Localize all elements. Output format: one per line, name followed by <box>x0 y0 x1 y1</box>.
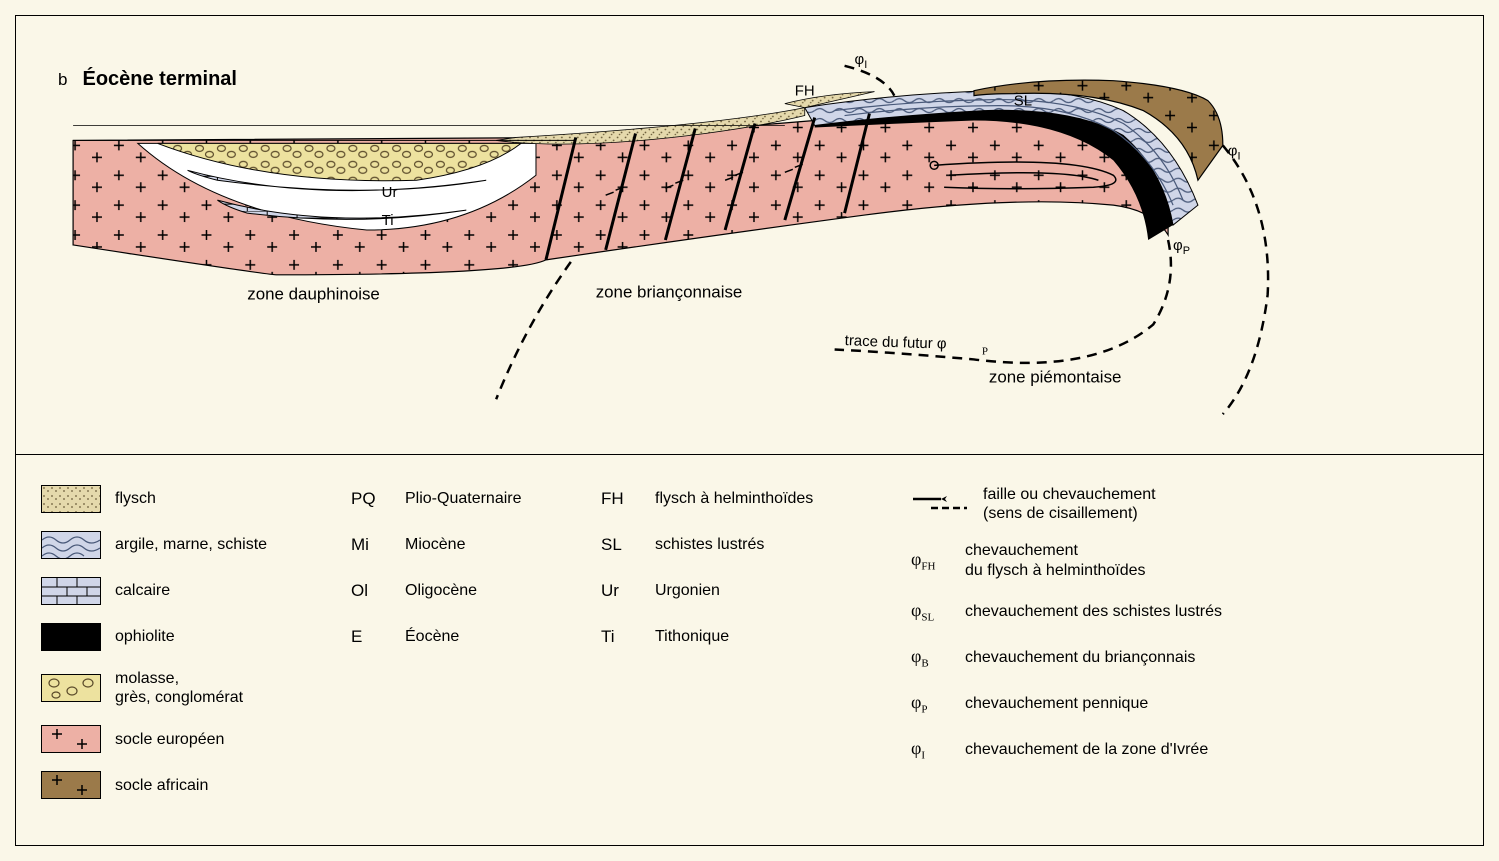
trace-label: trace du futur φ <box>844 332 947 353</box>
legend-fault: faille ou chevauchement (sens de cisaill… <box>911 485 1331 523</box>
phi-b-icon: φB <box>911 646 951 670</box>
legend-phi-sl: φSLchevauchement des schistes lustrés <box>911 598 1331 626</box>
legend-phi-b: φBchevauchement du briançonnais <box>911 644 1331 672</box>
zone-piemontaise: zone piémontaise <box>989 367 1122 386</box>
phi-i-icon: φI <box>911 738 951 762</box>
legend-col-ages: PQPlio-Quaternaire MiMiocène OlOligocène… <box>351 485 561 799</box>
swatch-molasse <box>41 674 101 702</box>
legend-pq: PQPlio-Quaternaire <box>351 485 561 513</box>
legend-ophiolite: ophiolite <box>41 623 311 651</box>
legend-phi-fh: φFHchevauchement du flysch à helminthoïd… <box>911 541 1331 579</box>
zone-brianconnaise: zone briançonnaise <box>596 283 743 302</box>
legend-molasse: molasse, grès, conglomérat <box>41 669 311 707</box>
label-fh: FH <box>795 83 815 100</box>
label-phi-i-top: φI <box>855 51 868 71</box>
label-ti: Ti <box>382 212 394 229</box>
swatch-ophiolite <box>41 623 101 651</box>
label-phi-i-right: φI <box>1228 142 1241 162</box>
legend-ur: UrUrgonien <box>601 577 871 605</box>
legend-mi: MiMiocène <box>351 531 561 559</box>
svg-text:P: P <box>982 345 988 357</box>
phi-p-icon: φP <box>911 692 951 716</box>
swatch-socle-eu <box>41 725 101 753</box>
legend-e: EÉocène <box>351 623 561 651</box>
zone-dauphinoise: zone dauphinoise <box>247 285 380 304</box>
label-sl: SL <box>1014 93 1032 110</box>
label-phi-p: φP <box>1173 237 1190 257</box>
swatch-calcaire <box>41 577 101 605</box>
phi-sl-icon: φSL <box>911 600 951 624</box>
fault-icon <box>911 491 969 517</box>
legend-col-struct: faille ou chevauchement (sens de cisaill… <box>911 485 1331 799</box>
legend-col-units: FHflysch à helminthoïdes SLschistes lust… <box>601 485 871 799</box>
legend-fh: FHflysch à helminthoïdes <box>601 485 871 513</box>
legend-socle-eu: socle européen <box>41 725 311 753</box>
legend-ol: OlOligocène <box>351 577 561 605</box>
legend-flysch: flysch <box>41 485 311 513</box>
legend-sl: SLschistes lustrés <box>601 531 871 559</box>
legend-calcaire: calcaire <box>41 577 311 605</box>
legend-argile: argile, marne, schiste <box>41 531 311 559</box>
label-ur: Ur <box>382 184 398 201</box>
legend-ti: TiTithonique <box>601 623 871 651</box>
legend-socle-af: socle africain <box>41 771 311 799</box>
swatch-socle-af <box>41 771 101 799</box>
diagram-panel: b Éocène terminal <box>15 15 1484 455</box>
phi-fh-icon: φFH <box>911 549 951 573</box>
legend-panel: flysch argile, marne, schiste calcaire o… <box>15 455 1484 846</box>
legend-col-lithology: flysch argile, marne, schiste calcaire o… <box>41 485 311 799</box>
legend-phi-p: φPchevauchement pennique <box>911 690 1331 718</box>
legend-phi-i: φIchevauchement de la zone d'Ivrée <box>911 736 1331 764</box>
cross-section-svg: Ur Ti FH SL φI φI φP trace du futur φ P … <box>16 16 1483 454</box>
swatch-flysch <box>41 485 101 513</box>
swatch-argile <box>41 531 101 559</box>
